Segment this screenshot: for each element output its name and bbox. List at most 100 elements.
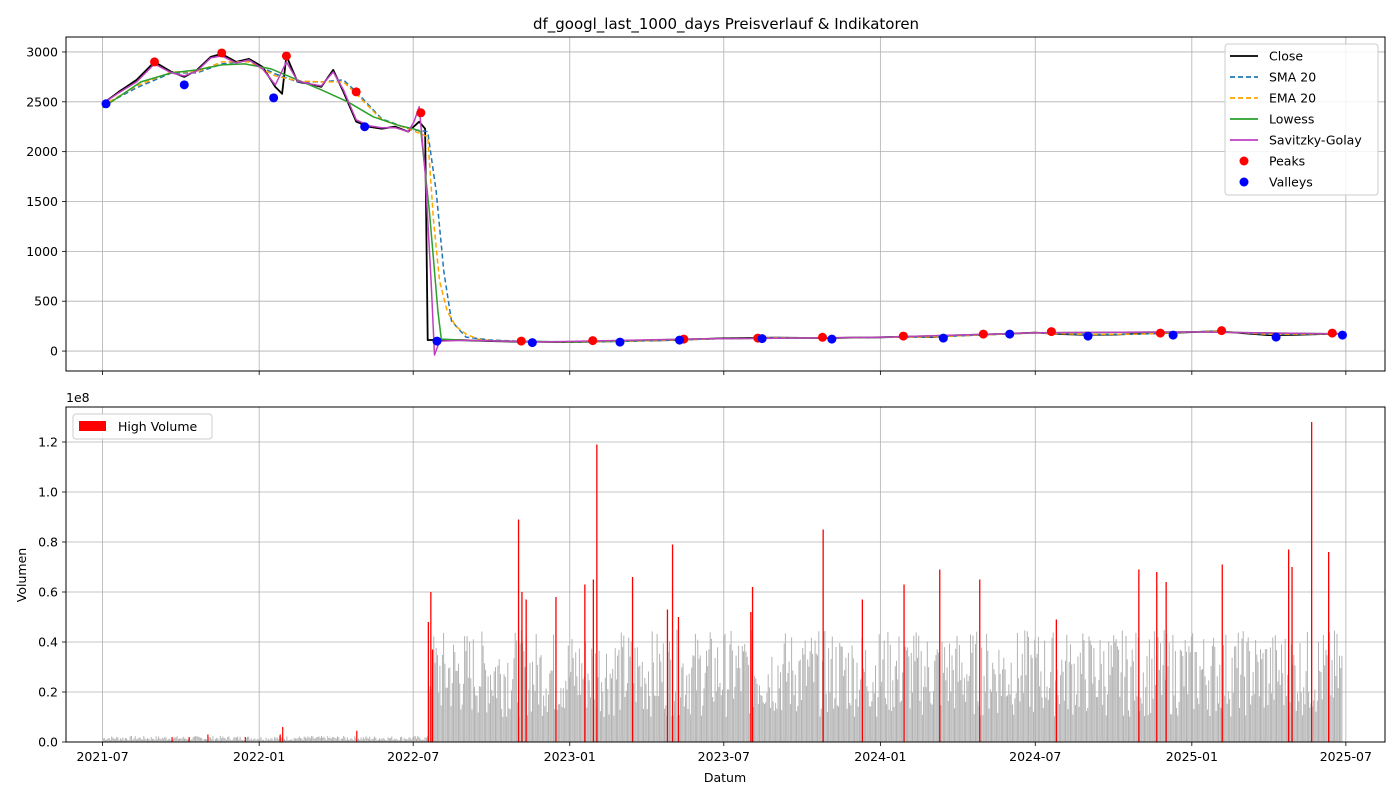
volume-bar [789, 704, 791, 742]
volume-bar [667, 651, 669, 742]
volume-bar [276, 737, 278, 742]
volume-bar [619, 709, 621, 742]
volume-bar [269, 740, 271, 742]
volume-bar [881, 681, 883, 742]
volume-bar [1268, 683, 1270, 742]
volume-bar [1167, 666, 1169, 742]
volume-bar [1088, 636, 1090, 742]
volume-bar [381, 738, 383, 742]
volume-bar [1256, 654, 1258, 742]
volume-bar [1045, 697, 1047, 742]
volume-bar [1018, 678, 1020, 742]
volume-bar [312, 736, 314, 742]
volume-bar [913, 635, 915, 742]
volume-bar [301, 738, 303, 742]
volume-bar [1278, 669, 1280, 742]
legend-entry-label: Savitzky-Golay [1269, 133, 1362, 148]
volume-bar [1277, 681, 1279, 742]
high-volume-bar [631, 577, 634, 742]
volume-bar [147, 738, 148, 742]
volume-bar [513, 658, 515, 742]
series-line-ema-20 [102, 61, 1343, 343]
volume-bar [1019, 701, 1021, 742]
volume-bar [801, 700, 802, 742]
volume-bar [477, 712, 479, 742]
volume-bar [404, 739, 406, 742]
volume-bar [915, 632, 917, 742]
volume-bar [538, 704, 540, 742]
volume-bar [274, 737, 276, 742]
volume-bar [1267, 705, 1269, 742]
high-volume-bar [1138, 569, 1140, 742]
valley-marker [269, 93, 279, 103]
volume-bar [1186, 651, 1187, 742]
volume-bar [1285, 696, 1287, 742]
volume-bar [1262, 653, 1264, 742]
volume-bar [833, 708, 835, 742]
volume-bar [717, 647, 719, 742]
volume-bar [1272, 637, 1274, 742]
volume-bar [403, 738, 405, 742]
volume-bar [933, 691, 934, 742]
volume-bar [471, 709, 473, 742]
volume-bar [145, 739, 147, 742]
volume-bar [350, 738, 352, 742]
volume-bar [1035, 657, 1037, 742]
volume-bar [788, 661, 790, 742]
volume-bar [656, 634, 658, 742]
volume-bar [986, 633, 988, 742]
volume-bar [300, 738, 301, 742]
volume-bar [798, 661, 800, 742]
volume-bar [105, 740, 107, 742]
volume-bar [982, 714, 984, 742]
volume-bar [682, 663, 684, 742]
x-tick-label: 2025-07 [1320, 749, 1372, 764]
volume-bar [1071, 664, 1073, 742]
volume-bar [217, 738, 219, 742]
volume-bar [983, 675, 985, 742]
high-volume-bar [861, 599, 863, 742]
volume-bar [1081, 674, 1083, 742]
volume-bar [126, 738, 127, 742]
volume-bar [681, 667, 683, 742]
volume-bar [366, 737, 368, 742]
volume-bar [1057, 695, 1059, 742]
volume-bar [329, 737, 331, 742]
volume-bar [936, 649, 938, 742]
volume-bar [744, 643, 746, 742]
high-volume-bar [671, 544, 674, 742]
volume-bar [519, 643, 521, 742]
volume-bar [472, 639, 474, 742]
volume-bar [1109, 675, 1111, 742]
volume-bar [1179, 649, 1181, 742]
volume-bar [1284, 638, 1286, 742]
volume-bar [1232, 693, 1234, 742]
volume-bar [1313, 700, 1315, 742]
volume-bar [984, 691, 986, 742]
volume-bar [652, 662, 654, 742]
volume-bar [1031, 658, 1033, 742]
volume-bar [1153, 631, 1155, 742]
volume-bar [1174, 651, 1176, 742]
volume-bar [127, 739, 129, 742]
volume-bar [270, 738, 272, 742]
volume-bar [924, 666, 926, 742]
volume-bar [279, 736, 280, 742]
volume-bar [211, 739, 213, 742]
bottom-y-tick-label: 0.0 [38, 735, 58, 750]
volume-bar [223, 737, 225, 742]
volume-bar [1255, 640, 1257, 742]
volume-bar [527, 715, 529, 742]
legend-swatch-bar [79, 421, 106, 431]
volume-bar [291, 739, 293, 742]
volume-bar [844, 670, 846, 742]
volume-bar [282, 727, 284, 742]
volume-bar [487, 676, 489, 742]
volume-bar [116, 737, 118, 742]
volume-bar [255, 740, 257, 742]
volume-bar [1235, 646, 1237, 742]
volume-bar [907, 647, 909, 742]
volume-bar [1150, 712, 1152, 742]
volume-bar [475, 695, 477, 742]
volume-bar [458, 663, 459, 742]
